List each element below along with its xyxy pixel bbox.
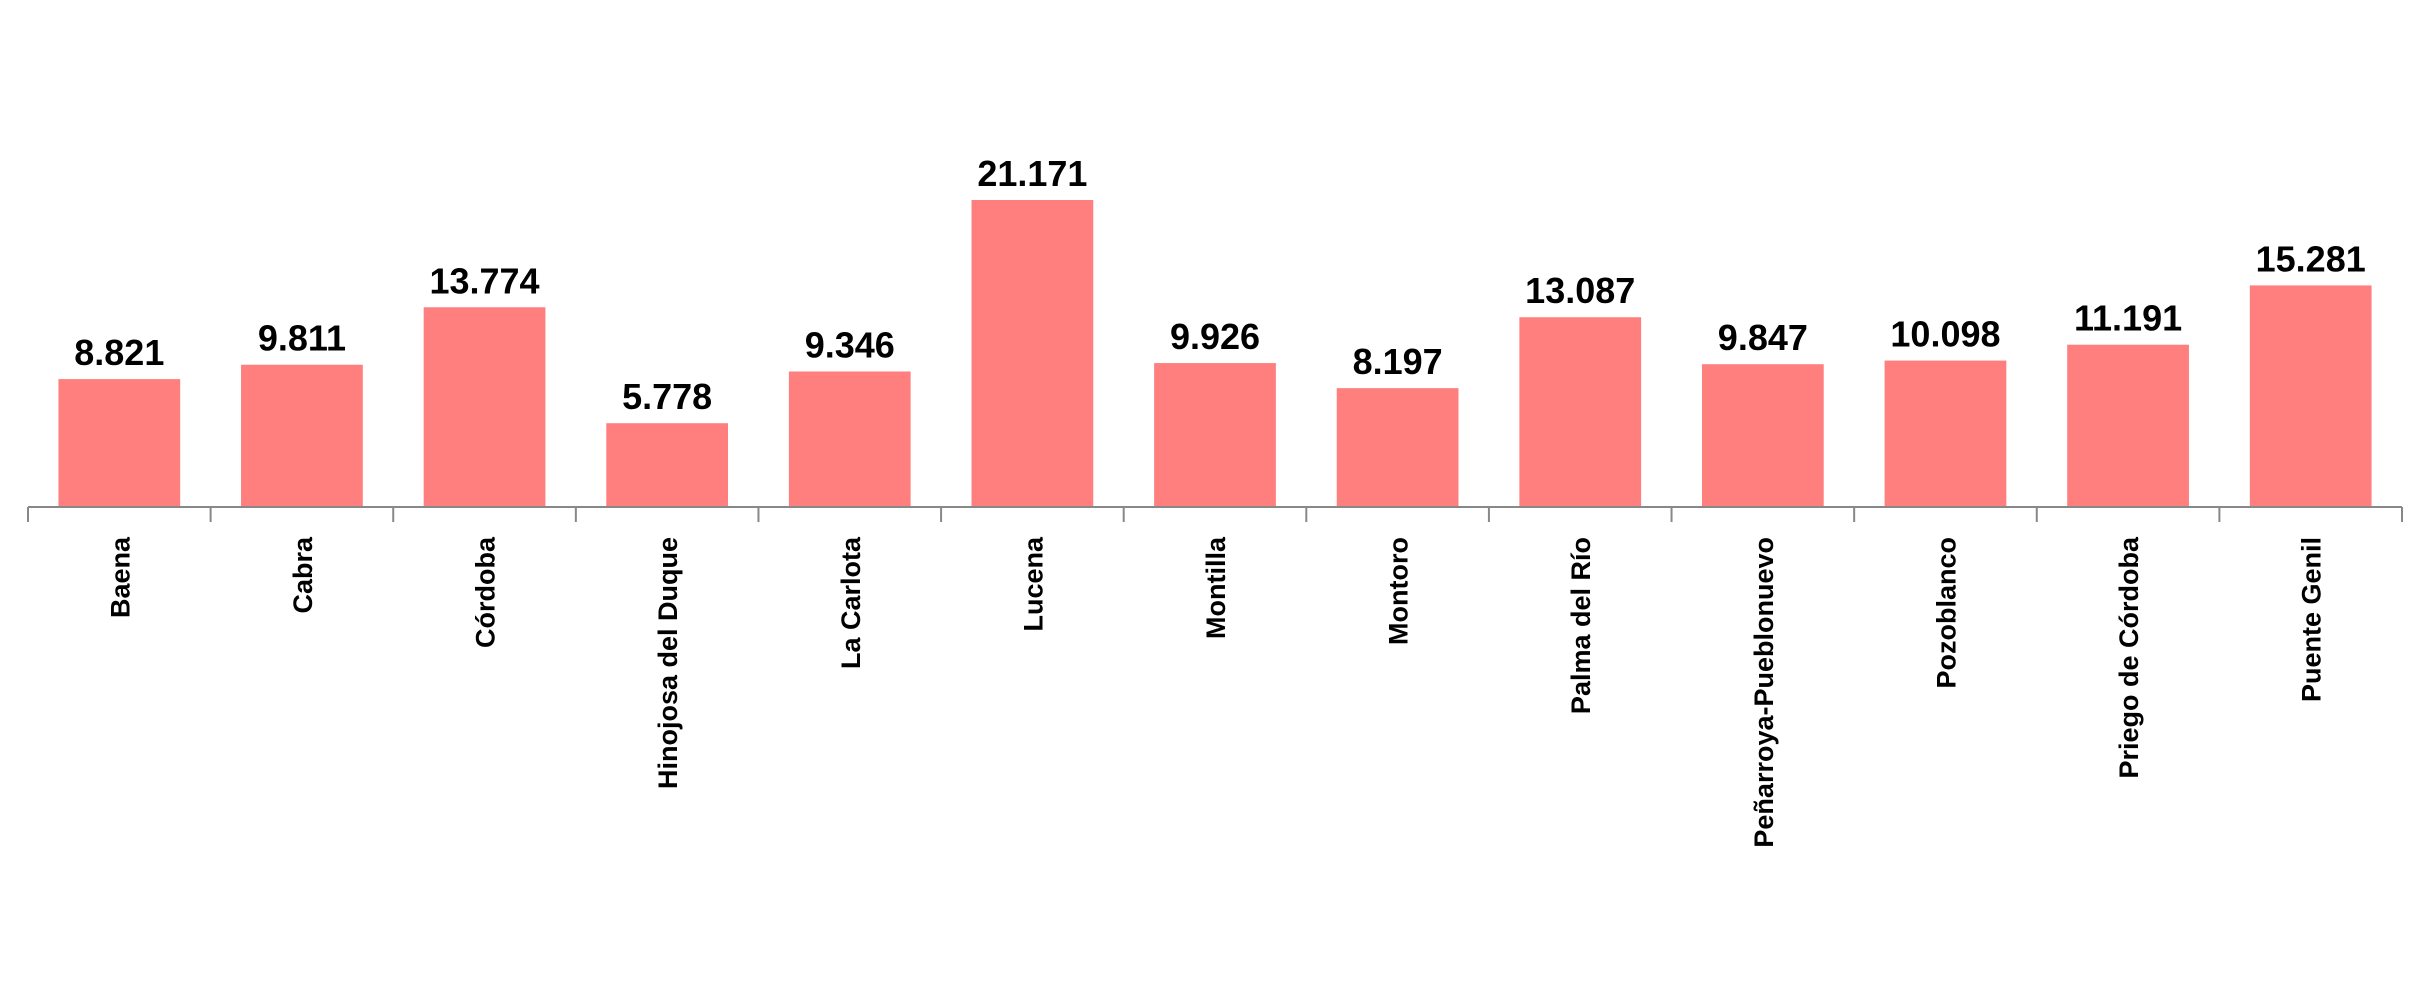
bar (788, 371, 911, 507)
value-label: 8.821 (74, 332, 164, 373)
x-tick-label: Peñarroya-Pueblonuevo (1749, 537, 1779, 848)
value-label: 8.197 (1353, 341, 1443, 382)
x-tick-label: Puente Genil (2297, 537, 2327, 702)
bar (2249, 285, 2372, 507)
value-label: 9.346 (805, 324, 895, 365)
x-tick-label: Palma del Río (1566, 537, 1596, 714)
bar (58, 379, 181, 507)
x-tick-label: Baena (105, 536, 135, 618)
value-label: 15.281 (2256, 238, 2366, 279)
value-label: 9.847 (1718, 317, 1808, 358)
bar (971, 200, 1094, 507)
x-tick-label: Montilla (1201, 536, 1231, 639)
bar (1701, 364, 1824, 507)
bar (1519, 317, 1642, 507)
x-tick-label: Hinojosa del Duque (653, 537, 683, 789)
bar (1154, 363, 1276, 507)
bar (1884, 360, 2007, 507)
bar (1336, 388, 1459, 507)
x-tick-label: Priego de Córdoba (2114, 536, 2144, 779)
value-label: 5.778 (622, 376, 712, 417)
x-tick-label: La Carlota (836, 536, 866, 669)
x-tick-label: Pozoblanco (1931, 537, 1961, 689)
value-label: 13.087 (1525, 270, 1635, 311)
value-label: 9.926 (1170, 316, 1260, 357)
bar (423, 307, 546, 507)
bar (241, 364, 363, 507)
x-tick-label: Córdoba (471, 536, 501, 648)
bar (606, 423, 729, 507)
x-tick-label: Cabra (288, 536, 318, 614)
value-label: 11.191 (2074, 298, 2182, 339)
x-tick-label: Lucena (1018, 536, 1048, 632)
value-label: 13.774 (429, 260, 539, 301)
value-label: 9.811 (258, 318, 346, 359)
bar (2067, 344, 2189, 507)
value-label: 10.098 (1890, 314, 2000, 355)
value-label: 21.171 (977, 153, 1087, 194)
x-tick-label: Montoro (1384, 537, 1414, 645)
